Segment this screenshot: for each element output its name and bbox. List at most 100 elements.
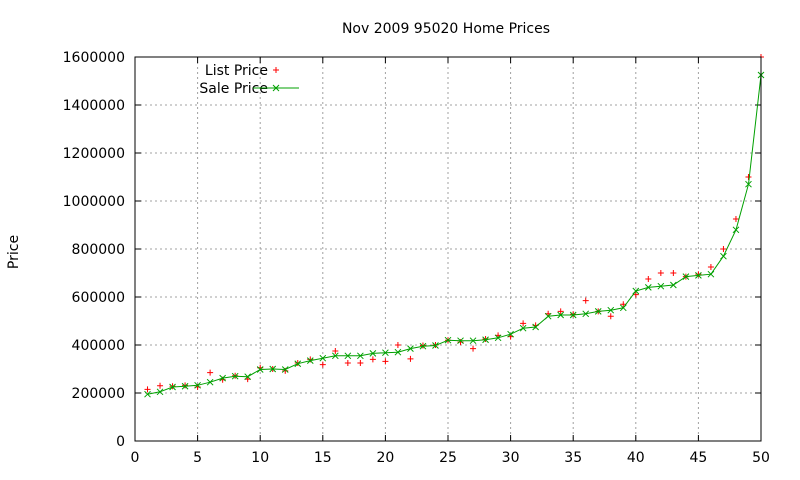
sale-price-point [557, 311, 565, 319]
sale-price-point [369, 350, 377, 357]
sale-price-point [231, 372, 239, 380]
x-tick-label: 20 [376, 450, 394, 466]
list-price-point [307, 356, 314, 363]
sale-price-point [306, 357, 314, 364]
list-price-point [632, 291, 639, 298]
y-tick-label: 1200000 [63, 146, 125, 162]
sale-price-point [682, 273, 690, 280]
x-tick-label: 15 [314, 450, 332, 466]
sale-price-point [494, 334, 502, 342]
sale-price-point [695, 272, 702, 279]
sale-price-point [394, 348, 402, 356]
sale-price-point [281, 366, 289, 373]
sale-price-point [544, 312, 552, 320]
sale-price-point [644, 284, 652, 291]
y-tick-label: 400000 [72, 338, 125, 354]
sale-price-point [519, 324, 527, 332]
sale-price-point [532, 323, 539, 331]
sale-price-point [206, 378, 214, 386]
sale-price-point [707, 270, 715, 278]
sale-price-point [169, 383, 176, 391]
sale-price-point [319, 354, 327, 362]
sale-price-point [720, 252, 727, 260]
sale-price-point [244, 373, 252, 381]
sale-price-point [407, 345, 414, 352]
list-price-point [182, 382, 189, 389]
y-tick-label: 1000000 [63, 194, 125, 210]
sale-price-point [444, 336, 452, 344]
list-price-point [369, 356, 376, 363]
sale-price-point [732, 226, 740, 234]
sale-price-point [156, 388, 164, 396]
sale-price-point [419, 342, 427, 350]
list-price-point [657, 270, 664, 276]
sale-price-point [607, 306, 615, 314]
series-layer [144, 54, 765, 398]
sale-price-point [507, 330, 514, 338]
sale-price-point [269, 365, 277, 373]
sale-price-point [457, 337, 464, 345]
list-price-point [157, 382, 164, 389]
sale-price-point [344, 352, 352, 360]
list-price-point [144, 386, 151, 393]
sale-price-point [469, 337, 477, 345]
list-price-point [707, 264, 714, 270]
grid [135, 57, 761, 441]
list-price-point [557, 308, 564, 315]
list-price-point [419, 342, 426, 349]
tick-labels: 0 5 10 15 20 25 30 35 40 45 50 0 200000 400000 600000 8… [63, 50, 770, 466]
sale-price-point [670, 281, 677, 289]
list-price-point [670, 270, 677, 276]
x-tick-label: 5 [193, 450, 202, 466]
list-price-point [394, 342, 401, 348]
list-price-point [407, 355, 414, 362]
y-tick-label: 0 [116, 434, 125, 450]
x-tick-label: 25 [439, 450, 457, 466]
plot-frame [134, 56, 762, 442]
sale-price-point [657, 282, 665, 290]
series-sale-price [144, 71, 765, 398]
sale-price-point [181, 382, 189, 390]
x-tick-label: 40 [627, 450, 645, 466]
y-tick-label: 1400000 [63, 98, 125, 114]
sale-price-point [194, 381, 201, 389]
list-price-point [645, 276, 652, 282]
sale-price-point [594, 308, 602, 315]
legend-marker-list-price [273, 67, 279, 73]
list-price-point [570, 311, 577, 318]
sale-price-point [632, 287, 640, 295]
sale-price-line [147, 74, 762, 395]
x-tick-label: 50 [752, 450, 770, 466]
sale-price-point [256, 366, 264, 373]
x-tick-label: 45 [689, 450, 707, 466]
x-tick-label: 0 [131, 450, 140, 466]
y-tick-label: 1600000 [63, 50, 125, 66]
chart-title: Nov 2009 95020 Home Prices [342, 21, 550, 37]
sale-price-point [745, 180, 752, 188]
list-price-point [582, 297, 589, 304]
list-price-point [470, 345, 477, 352]
sale-price-point [382, 349, 389, 357]
sale-price-point [619, 304, 627, 312]
x-tick-label: 30 [502, 450, 520, 466]
list-price-point [620, 301, 627, 308]
list-price-point [720, 246, 727, 252]
y-tick-label: 200000 [72, 386, 125, 402]
list-price-point [344, 360, 351, 366]
legend: List Price Sale Price [199, 63, 299, 97]
sale-price-point [219, 374, 226, 382]
legend-label: Sale Price [199, 81, 268, 97]
list-price-point [732, 216, 739, 222]
x-tick-label: 10 [251, 450, 269, 466]
list-price-point [745, 174, 752, 180]
list-price-point [695, 271, 702, 278]
sale-price-point [357, 352, 364, 360]
sale-price-point [582, 310, 590, 318]
y-tick-label: 600000 [72, 290, 125, 306]
sale-price-point [144, 390, 151, 398]
y-tick-label: 800000 [72, 242, 125, 258]
x-tick-label: 35 [564, 450, 582, 466]
sale-price-point [294, 360, 302, 368]
list-price-point [169, 383, 176, 390]
